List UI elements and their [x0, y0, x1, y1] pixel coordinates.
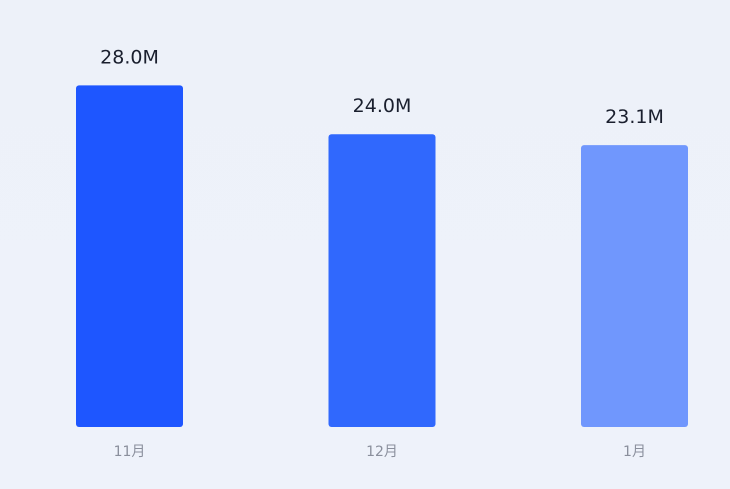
- value-label: 24.0M: [353, 95, 412, 117]
- bar: [328, 134, 436, 427]
- value-label: 28.0M: [100, 46, 159, 68]
- bar: [76, 85, 183, 428]
- x-tick-label: 12月: [366, 444, 398, 460]
- bar: [581, 145, 688, 427]
- x-tick-label: 11月: [114, 444, 146, 460]
- value-label: 23.1M: [605, 106, 664, 128]
- x-tick-label: 1月: [623, 444, 646, 460]
